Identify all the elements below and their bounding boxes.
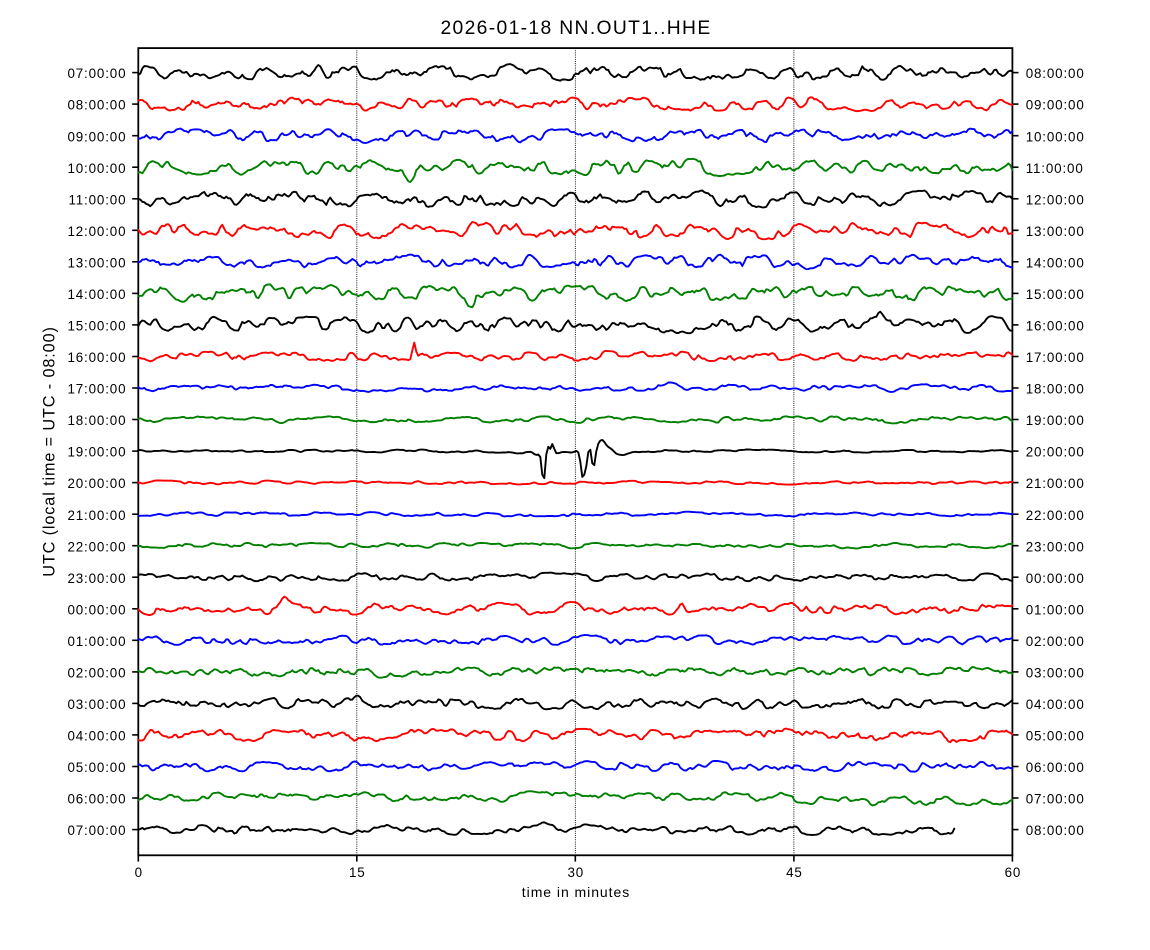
svg-text:time in minutes: time in minutes xyxy=(522,884,630,900)
svg-text:14:00:00: 14:00:00 xyxy=(67,287,126,302)
svg-text:10:00:00: 10:00:00 xyxy=(1026,129,1085,144)
svg-text:04:00:00: 04:00:00 xyxy=(67,729,126,744)
svg-text:03:00:00: 03:00:00 xyxy=(1026,666,1085,681)
svg-text:02:00:00: 02:00:00 xyxy=(67,666,126,681)
svg-text:19:00:00: 19:00:00 xyxy=(1026,413,1085,428)
svg-text:03:00:00: 03:00:00 xyxy=(67,697,126,712)
svg-text:08:00:00: 08:00:00 xyxy=(67,98,126,113)
svg-text:21:00:00: 21:00:00 xyxy=(1026,476,1085,491)
svg-text:17:00:00: 17:00:00 xyxy=(67,382,126,397)
svg-text:15:00:00: 15:00:00 xyxy=(1026,287,1085,302)
svg-text:UTC (local time = UTC - 08:00): UTC (local time = UTC - 08:00) xyxy=(40,326,58,577)
svg-text:21:00:00: 21:00:00 xyxy=(67,508,126,523)
svg-text:01:00:00: 01:00:00 xyxy=(67,634,126,649)
svg-text:23:00:00: 23:00:00 xyxy=(1026,539,1085,554)
svg-text:60: 60 xyxy=(1005,865,1022,880)
svg-text:12:00:00: 12:00:00 xyxy=(67,224,126,239)
svg-text:18:00:00: 18:00:00 xyxy=(1026,382,1085,397)
svg-text:13:00:00: 13:00:00 xyxy=(1026,224,1085,239)
svg-text:04:00:00: 04:00:00 xyxy=(1026,697,1085,712)
svg-text:07:00:00: 07:00:00 xyxy=(67,66,126,81)
svg-text:14:00:00: 14:00:00 xyxy=(1026,255,1085,270)
svg-text:05:00:00: 05:00:00 xyxy=(1026,729,1085,744)
svg-text:08:00:00: 08:00:00 xyxy=(1026,66,1085,81)
svg-text:10:00:00: 10:00:00 xyxy=(67,161,126,176)
svg-text:11:00:00: 11:00:00 xyxy=(1026,161,1084,176)
svg-text:07:00:00: 07:00:00 xyxy=(1026,792,1085,807)
svg-text:09:00:00: 09:00:00 xyxy=(1026,98,1085,113)
svg-text:22:00:00: 22:00:00 xyxy=(67,539,126,554)
svg-text:12:00:00: 12:00:00 xyxy=(1026,192,1085,207)
svg-text:00:00:00: 00:00:00 xyxy=(67,602,126,617)
svg-text:09:00:00: 09:00:00 xyxy=(67,129,126,144)
svg-text:23:00:00: 23:00:00 xyxy=(67,571,126,586)
svg-text:16:00:00: 16:00:00 xyxy=(67,350,126,365)
svg-text:16:00:00: 16:00:00 xyxy=(1026,319,1085,334)
svg-text:20:00:00: 20:00:00 xyxy=(67,476,126,491)
svg-text:11:00:00: 11:00:00 xyxy=(68,192,126,207)
svg-text:22:00:00: 22:00:00 xyxy=(1026,508,1085,523)
svg-text:17:00:00: 17:00:00 xyxy=(1026,350,1085,365)
svg-text:30: 30 xyxy=(567,865,584,880)
svg-text:01:00:00: 01:00:00 xyxy=(1026,602,1085,617)
svg-text:19:00:00: 19:00:00 xyxy=(67,445,126,460)
svg-text:06:00:00: 06:00:00 xyxy=(67,792,126,807)
svg-text:45: 45 xyxy=(786,865,803,880)
svg-text:06:00:00: 06:00:00 xyxy=(1026,760,1085,775)
svg-text:05:00:00: 05:00:00 xyxy=(67,760,126,775)
svg-text:02:00:00: 02:00:00 xyxy=(1026,634,1085,649)
svg-text:00:00:00: 00:00:00 xyxy=(1026,571,1085,586)
svg-text:20:00:00: 20:00:00 xyxy=(1026,445,1085,460)
svg-text:08:00:00: 08:00:00 xyxy=(1026,823,1085,838)
svg-text:15:00:00: 15:00:00 xyxy=(67,319,126,334)
svg-text:2026-01-18 NN.OUT1..HHE: 2026-01-18 NN.OUT1..HHE xyxy=(440,18,711,39)
svg-text:13:00:00: 13:00:00 xyxy=(67,255,126,270)
svg-text:15: 15 xyxy=(349,865,366,880)
svg-text:0: 0 xyxy=(135,865,143,880)
svg-text:18:00:00: 18:00:00 xyxy=(67,413,126,428)
svg-text:07:00:00: 07:00:00 xyxy=(67,823,126,838)
